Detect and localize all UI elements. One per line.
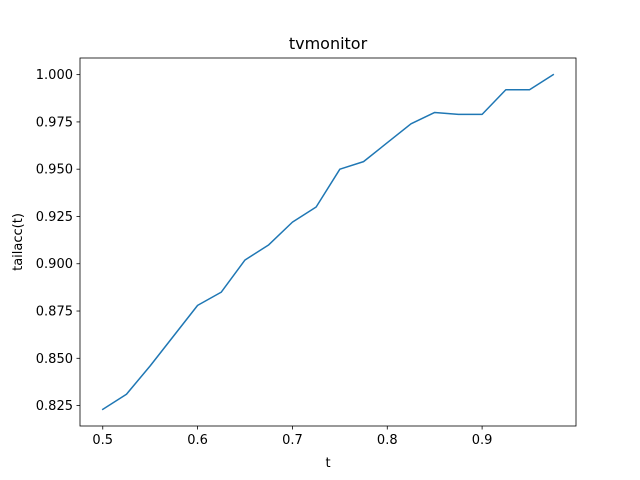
x-tick-label: 0.7 bbox=[282, 433, 303, 448]
y-tick-label: 0.900 bbox=[36, 257, 73, 272]
plot-area: 0.5 0.6 0.7 0.8 0.9 0.825 0.850 0.875 0.900 0.925… bbox=[36, 57, 577, 448]
series-line-0 bbox=[101, 73, 555, 411]
y-tick-label: 0.825 bbox=[36, 399, 73, 414]
x-axis-label: t bbox=[325, 456, 330, 471]
axes-frame bbox=[79, 57, 577, 427]
y-tick-label: 0.975 bbox=[36, 115, 73, 130]
x-tick-label: 0.8 bbox=[377, 433, 398, 448]
x-tick-label: 0.5 bbox=[92, 433, 113, 448]
y-tick-label: 0.950 bbox=[36, 163, 73, 178]
x-tick-label: 0.9 bbox=[472, 433, 493, 448]
y-tick-label: 1.000 bbox=[36, 68, 73, 83]
chart-title: tvmonitor bbox=[289, 34, 368, 53]
x-tick-label: 0.6 bbox=[187, 433, 208, 448]
y-tick-label: 0.875 bbox=[36, 305, 73, 320]
y-tick-label: 0.850 bbox=[36, 352, 73, 367]
y-tick-label: 0.925 bbox=[36, 210, 73, 225]
y-axis-label: tailacc(t) bbox=[11, 213, 26, 271]
